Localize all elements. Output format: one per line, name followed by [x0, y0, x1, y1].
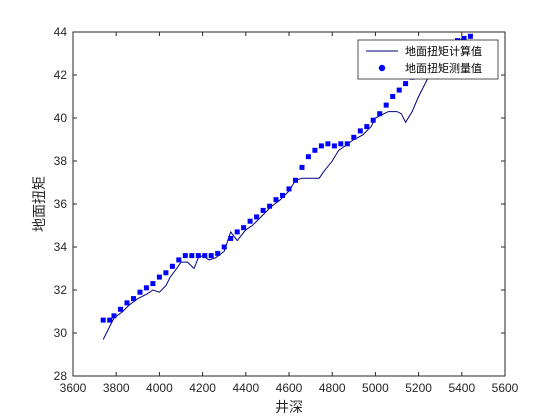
measured-torque-point	[254, 214, 260, 220]
measured-torque-point	[208, 253, 214, 259]
measured-torque-point	[247, 218, 253, 224]
x-tick-label: 5600	[492, 381, 519, 395]
y-tick-label: 40	[54, 111, 68, 125]
measured-torque-point	[461, 35, 467, 41]
measured-torque-point	[189, 253, 195, 259]
measured-torque-point	[325, 141, 331, 147]
y-tick-label: 28	[54, 369, 68, 383]
measured-torque-point	[241, 225, 247, 231]
measured-torque-point	[280, 192, 285, 198]
measured-torque-point	[351, 134, 357, 140]
measured-torque-point	[169, 263, 175, 269]
measured-torque-point	[118, 306, 123, 312]
tick-layer: 3600 3800 4000 4200 4400 4600 4800 5000 5200 5400…	[54, 25, 519, 395]
y-tick-label: 36	[54, 197, 68, 211]
measured-torque-point	[202, 253, 208, 259]
measured-torque-point	[390, 94, 396, 99]
measured-torque-point	[403, 81, 409, 87]
measured-torque-point	[273, 197, 279, 203]
measured-torque-point	[131, 296, 136, 302]
x-tick-label: 5400	[448, 381, 475, 395]
measured-torque-point	[370, 117, 376, 123]
measured-torque-point	[312, 147, 318, 153]
y-tick-label: 30	[54, 326, 68, 340]
x-tick-label: 3600	[60, 381, 87, 395]
measured-torque-point	[299, 164, 305, 170]
x-tick-label: 4800	[319, 381, 346, 395]
measured-torque-point	[467, 33, 473, 39]
legend: 地面扭矩计算值 地面扭矩测量值	[357, 39, 499, 80]
measured-torque-point	[344, 141, 350, 147]
measured-torque-point	[137, 289, 143, 295]
legend-label-measured: 地面扭矩测量值	[405, 61, 482, 75]
measured-torque-point	[364, 124, 370, 130]
measured-torque-point	[176, 257, 182, 263]
x-tick-label: 4000	[146, 381, 173, 395]
measured-torque-point	[215, 250, 221, 256]
measured-torque-point	[260, 207, 266, 213]
y-tick-label: 42	[54, 68, 68, 82]
plot-area	[73, 32, 505, 376]
measured-torque-point	[377, 111, 383, 117]
x-tick-label: 4200	[189, 381, 216, 395]
measured-torque-point	[383, 102, 389, 108]
x-tick-label: 4400	[232, 381, 259, 395]
measured-torque-point	[286, 186, 292, 192]
measured-torque-point	[331, 143, 337, 149]
x-axis-title: 井深	[275, 400, 303, 416]
y-tick-label: 44	[54, 25, 68, 39]
measured-torque-point	[143, 285, 149, 291]
computed-torque-line	[102, 35, 465, 340]
measured-torque-point	[357, 128, 363, 134]
measured-torque-point	[182, 253, 188, 259]
measured-torque-point	[100, 317, 106, 323]
measured-torque-point	[267, 203, 273, 209]
legend-label-computed: 地面扭矩计算值	[405, 44, 482, 58]
x-tick-label: 5200	[405, 381, 432, 395]
measured-torque-point	[234, 229, 240, 235]
measured-torque-point	[228, 235, 234, 241]
measured-torque-point	[195, 253, 201, 259]
y-tick-label: 32	[54, 283, 68, 297]
y-tick-label: 34	[54, 240, 68, 254]
measured-torque-point	[396, 87, 402, 93]
x-tick-label: 5000	[362, 381, 389, 395]
measured-torque-point	[111, 313, 117, 319]
legend-box	[357, 39, 499, 80]
x-tick-label: 4600	[276, 381, 303, 395]
y-tick-label: 38	[54, 154, 68, 168]
measured-torque-point	[163, 270, 169, 276]
measured-torque-point	[293, 177, 298, 183]
measured-torque-point	[338, 141, 344, 147]
measured-torque-point	[107, 317, 113, 323]
legend-marker-swatch	[378, 64, 386, 72]
y-axis-title: 地面扭矩	[32, 176, 48, 232]
measured-torque-point	[124, 300, 130, 306]
measured-torque-point	[318, 143, 324, 149]
x-tick-label: 3800	[103, 381, 130, 395]
measured-torque-point	[156, 274, 162, 280]
measured-torque-point	[305, 154, 311, 160]
measured-torque-point	[150, 281, 156, 287]
measured-torque-point	[221, 244, 227, 250]
